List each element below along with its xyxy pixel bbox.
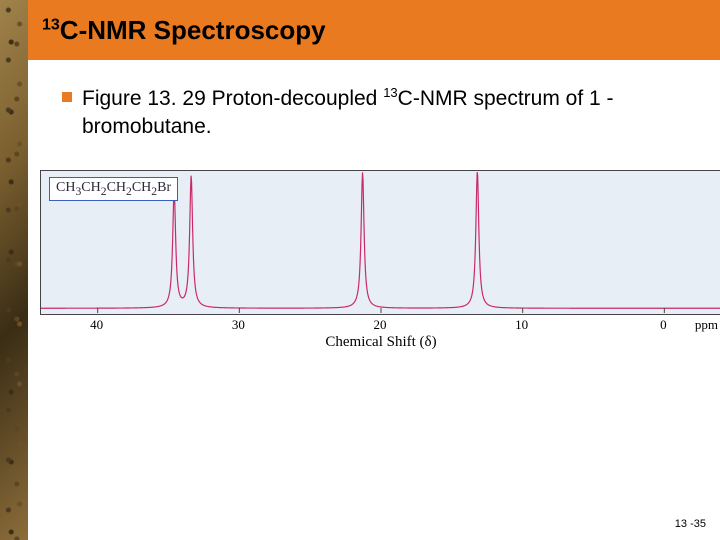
bullet-marker: [62, 92, 72, 102]
slide-body: Figure 13. 29 Proton-decoupled 13C-NMR s…: [28, 60, 720, 540]
x-axis-ticks: 40 30 20 10 0: [40, 317, 720, 333]
x-tick: 40: [90, 317, 103, 333]
slide-title: 13C-NMR Spectroscopy: [42, 15, 326, 46]
molecule-formula-box: CH3CH2CH2CH2Br: [49, 177, 178, 201]
x-axis-label: Chemical Shift (δ): [40, 334, 720, 351]
x-tick: 30: [232, 317, 245, 333]
spectrum-plot-area: CH3CH2CH2CH2Br: [40, 170, 720, 315]
sidebar-texture: [0, 0, 28, 540]
x-tick: 10: [515, 317, 528, 333]
x-tick: 20: [374, 317, 387, 333]
ppm-unit-label: ppm: [695, 317, 718, 333]
nmr-spectrum: CH3CH2CH2CH2Br 403020100 ppm Chemical Sh…: [40, 170, 720, 345]
nmr-figure: CH3CH2CH2CH2Br 403020100 ppm Chemical Sh…: [40, 170, 720, 345]
slide-header: 13C-NMR Spectroscopy: [28, 0, 720, 60]
page-number: 13 -35: [675, 518, 706, 530]
slide: 13C-NMR Spectroscopy Figure 13. 29 Proto…: [0, 0, 720, 540]
x-tick: 0: [660, 317, 667, 333]
bullet-item: Figure 13. 29 Proton-decoupled 13C-NMR s…: [28, 60, 720, 142]
bullet-text: Figure 13. 29 Proton-decoupled 13C-NMR s…: [82, 84, 692, 142]
